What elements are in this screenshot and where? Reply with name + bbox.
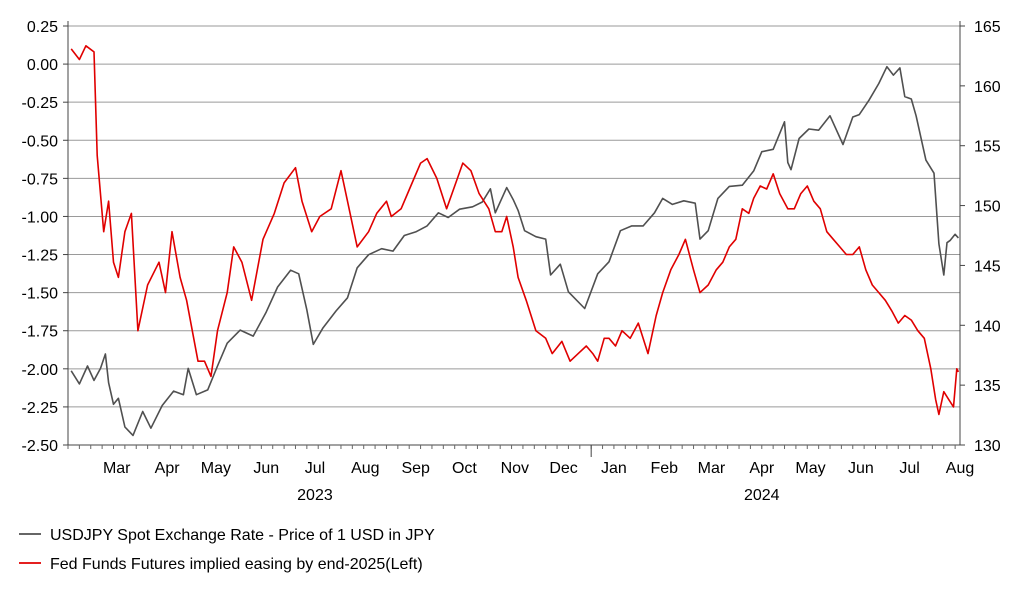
left-tick-label: -0.25 bbox=[22, 95, 59, 112]
x-tick-label: Jun bbox=[848, 460, 874, 477]
x-tick-label: May bbox=[201, 460, 231, 477]
right-tick-label: 165 bbox=[974, 19, 1001, 36]
left-tick-label: 0.25 bbox=[27, 19, 58, 36]
x-year-label: 2023 bbox=[297, 487, 333, 504]
x-year-label: 2024 bbox=[744, 487, 780, 504]
x-tick-label: Aug bbox=[946, 460, 974, 477]
x-tick-label: Jul bbox=[305, 460, 325, 477]
left-tick-label: -0.75 bbox=[22, 171, 59, 188]
right-axis-tick-labels: 165 160 155 150 145 140 135 130 bbox=[974, 19, 1001, 455]
gridlines bbox=[68, 25, 960, 446]
x-tick-label: Feb bbox=[651, 460, 679, 477]
x-tick-label: Apr bbox=[749, 460, 775, 477]
x-tick-label: Mar bbox=[698, 460, 726, 477]
x-tick-label: Oct bbox=[452, 460, 477, 477]
right-tick-label: 140 bbox=[974, 318, 1001, 335]
x-tick-label: Jun bbox=[253, 460, 279, 477]
right-tick-label: 150 bbox=[974, 199, 1001, 216]
x-tick-label: Apr bbox=[155, 460, 181, 477]
x-tick-label: Jul bbox=[899, 460, 919, 477]
left-tick-label: 0.00 bbox=[27, 57, 58, 74]
series-line-1 bbox=[70, 65, 959, 437]
right-tick-label: 145 bbox=[974, 258, 1001, 275]
x-tick-label: Nov bbox=[501, 460, 529, 477]
left-tick-label: -2.50 bbox=[22, 438, 59, 455]
x-axis-tick-labels: Mar Apr May Jun Jul Aug Sep Oct Nov Dec Jan Feb Mar A… bbox=[103, 460, 974, 504]
left-tick-label: -1.50 bbox=[22, 286, 59, 303]
series-lines bbox=[70, 45, 960, 437]
legend-label-1: USDJPY Spot Exchange Rate - Price of 1 U… bbox=[50, 527, 435, 544]
left-tick-label: -2.25 bbox=[22, 400, 59, 417]
left-tick-label: -1.25 bbox=[22, 248, 59, 265]
right-tick-label: 130 bbox=[974, 438, 1001, 455]
left-tick-label: -2.00 bbox=[22, 362, 59, 379]
x-tick-label: Dec bbox=[549, 460, 577, 477]
right-tick-label: 155 bbox=[974, 139, 1001, 156]
x-tick-label: Aug bbox=[351, 460, 379, 477]
x-tick-label: Jan bbox=[601, 460, 627, 477]
right-tick-label: 160 bbox=[974, 79, 1001, 96]
x-tick-label: Mar bbox=[103, 460, 131, 477]
legend: USDJPY Spot Exchange Rate - Price of 1 U… bbox=[19, 527, 435, 573]
series-line-2 bbox=[70, 45, 960, 416]
x-tick-label: May bbox=[795, 460, 825, 477]
left-tick-label: -1.00 bbox=[22, 209, 59, 226]
left-tick-label: -0.50 bbox=[22, 133, 59, 150]
left-tick-label: -1.75 bbox=[22, 324, 59, 341]
axes bbox=[63, 21, 965, 457]
x-tick-label: Sep bbox=[401, 460, 430, 477]
legend-label-2: Fed Funds Futures implied easing by end-… bbox=[50, 556, 423, 573]
left-axis-tick-labels: 0.25 0.00 -0.25 -0.50 -0.75 -1.00 -1.25 -1.50 -1… bbox=[22, 19, 59, 455]
right-tick-label: 135 bbox=[974, 378, 1001, 395]
